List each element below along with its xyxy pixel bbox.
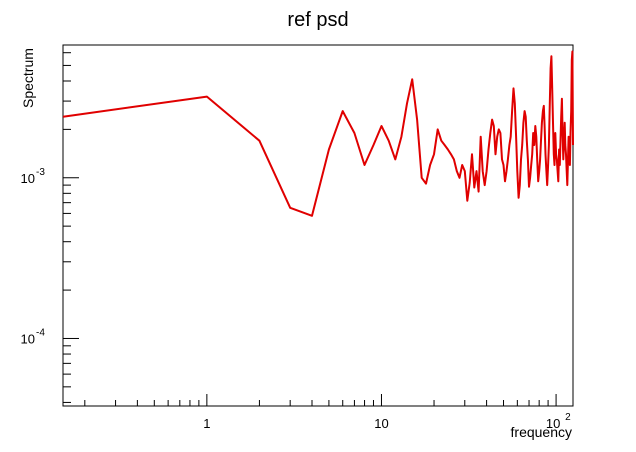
y-axis-tick-labels: 10-310-4 bbox=[21, 167, 46, 347]
x-axis-tick-labels: 1 10 10 2 bbox=[203, 412, 571, 431]
y-axis-label: Spectrum bbox=[20, 48, 36, 108]
psd-series-line bbox=[62, 50, 574, 217]
x-tick-exponent: 2 bbox=[565, 412, 571, 423]
plot-frame bbox=[62, 44, 574, 407]
y-tick-exponent: -3 bbox=[36, 167, 45, 178]
y-tick-label: 10 bbox=[21, 331, 35, 346]
y-tick-label: 10 bbox=[21, 171, 35, 186]
chart-title: ref psd bbox=[287, 9, 348, 31]
y-tick-exponent: -4 bbox=[36, 327, 45, 338]
y-axis-ticks bbox=[63, 52, 79, 403]
x-axis-ticks bbox=[84, 394, 557, 406]
x-axis-label: frequency bbox=[511, 424, 572, 440]
x-tick-label: 10 bbox=[546, 416, 560, 431]
x-tick-label: 1 bbox=[203, 416, 210, 431]
x-tick-label: 10 bbox=[374, 416, 388, 431]
